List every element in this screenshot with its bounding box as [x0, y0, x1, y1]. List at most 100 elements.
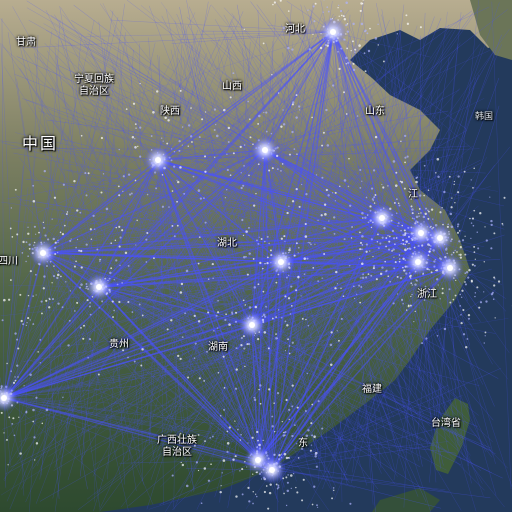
hub-nanjing[interactable]	[379, 215, 385, 221]
route-line	[264, 146, 383, 219]
flow-point	[284, 320, 287, 323]
hub-zhengzhou[interactable]	[262, 147, 268, 153]
route-line	[220, 308, 273, 471]
flow-point	[467, 313, 471, 317]
flow-point	[235, 495, 238, 498]
flow-point	[140, 364, 143, 367]
route-line	[39, 139, 259, 461]
flow-point	[292, 101, 295, 104]
flow-point	[460, 314, 462, 316]
flow-point	[389, 280, 392, 283]
flow-point	[329, 363, 333, 366]
route-line	[251, 324, 420, 425]
flow-point	[243, 144, 246, 146]
route-line	[42, 252, 291, 448]
hub-beijing[interactable]	[330, 29, 336, 35]
flow-point	[470, 179, 472, 181]
flow-point	[311, 434, 313, 437]
flow-point	[171, 148, 173, 150]
route-line	[264, 149, 365, 185]
route-line	[300, 4, 396, 443]
flow-point	[461, 239, 465, 242]
flow-point	[435, 278, 439, 281]
flow-point	[367, 49, 371, 53]
hub-shanghai[interactable]	[447, 265, 453, 271]
route-line	[14, 193, 259, 461]
route-line	[191, 44, 285, 488]
flow-point	[396, 212, 398, 214]
route-line	[42, 252, 323, 333]
flow-point	[43, 226, 46, 229]
route-line	[106, 49, 134, 480]
flow-point	[197, 434, 200, 436]
route-line	[491, 1, 512, 490]
hub-guangzhou[interactable]	[255, 457, 261, 463]
flow-point	[451, 197, 453, 199]
flow-point	[276, 337, 278, 339]
flow-point	[215, 123, 217, 126]
route-line	[351, 267, 451, 458]
flow-point	[348, 157, 350, 160]
flow-point	[394, 184, 398, 187]
hub-kunming[interactable]	[1, 395, 7, 401]
route-line	[264, 129, 350, 151]
flow-point	[310, 444, 313, 446]
flow-point	[73, 265, 76, 268]
flow-point	[313, 435, 316, 438]
route-line	[251, 324, 273, 471]
flow-point	[434, 258, 437, 261]
flow-point	[362, 217, 364, 219]
hub-shenzhen[interactable]	[269, 467, 275, 473]
flow-point	[381, 236, 384, 239]
flow-point	[415, 180, 418, 184]
hub-hefei[interactable]	[437, 235, 443, 241]
route-line	[264, 149, 505, 230]
hub-chengdu[interactable]	[40, 250, 46, 256]
flow-point	[315, 465, 318, 468]
route-line	[157, 31, 334, 161]
flow-point	[459, 246, 462, 249]
route-line	[159, 88, 419, 263]
route-line	[157, 159, 238, 262]
route-line	[257, 332, 299, 461]
flow-point	[291, 434, 294, 438]
flow-point	[76, 209, 79, 212]
flow-point	[217, 372, 220, 374]
route-line	[324, 61, 383, 219]
route-line	[94, 237, 441, 495]
route-line	[245, 108, 273, 471]
route-line	[428, 0, 480, 483]
flow-point	[32, 420, 35, 423]
flow-point	[257, 439, 259, 442]
route-line	[223, 7, 441, 239]
route-line	[141, 232, 422, 408]
route-line	[124, 36, 194, 478]
flow-point	[404, 248, 407, 252]
route-line	[271, 283, 378, 471]
flow-point	[27, 317, 30, 320]
flow-point	[43, 169, 46, 173]
flow-point	[340, 47, 343, 50]
flow-point	[23, 385, 25, 387]
route-line	[150, 149, 266, 480]
hub-hangzhou[interactable]	[415, 259, 421, 265]
flow-point	[452, 298, 455, 301]
route-line	[160, 1, 266, 151]
flow-point	[296, 153, 298, 155]
route-line	[439, 77, 476, 239]
flow-point	[268, 169, 271, 172]
hub-chongqing[interactable]	[96, 284, 102, 290]
flow-point	[485, 300, 488, 303]
hub-wuhan[interactable]	[278, 259, 284, 265]
hub-suzhou[interactable]	[418, 230, 424, 236]
flow-point	[352, 22, 355, 26]
route-line	[37, 159, 159, 213]
hub-changsha[interactable]	[249, 322, 255, 328]
flow-point	[472, 186, 474, 189]
flow-point	[78, 249, 81, 252]
flow-point	[207, 278, 210, 280]
route-line	[217, 237, 441, 444]
hub-xian[interactable]	[155, 157, 161, 163]
flow-point	[283, 492, 285, 495]
